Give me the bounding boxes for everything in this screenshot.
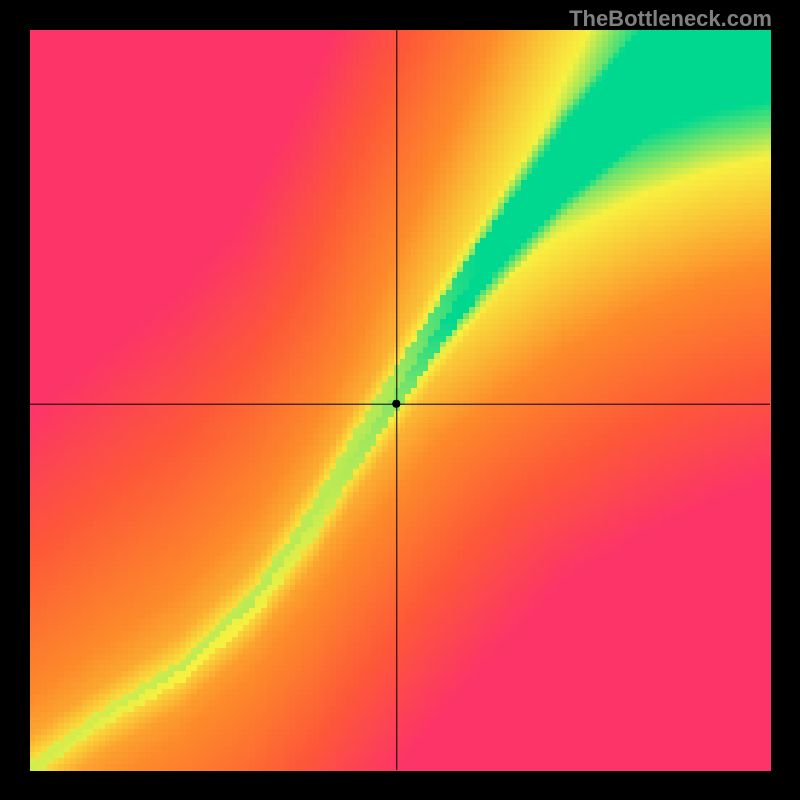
watermark-text: TheBottleneck.com	[569, 6, 772, 32]
bottleneck-heatmap	[0, 0, 800, 800]
